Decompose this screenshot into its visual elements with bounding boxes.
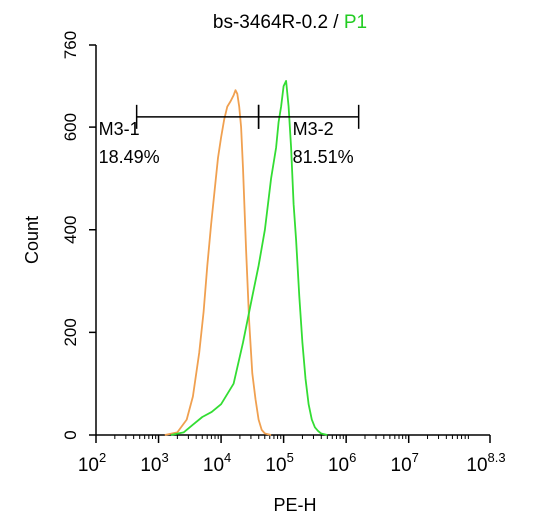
x-tick-exponent: 8.3 [488, 450, 506, 465]
y-tick-label: 600 [61, 113, 80, 141]
x-tick-base: 10 [78, 455, 99, 476]
x-tick-base: 10 [466, 455, 487, 476]
x-ticks: 102 103 104 105 106 107 108.3 [78, 435, 506, 476]
chart-title-gate: P1 [344, 12, 367, 33]
x-tick-label: 105 [265, 450, 293, 476]
y-tick-label: 0 [61, 430, 80, 439]
y-axis-label: Count [22, 216, 42, 264]
histogram-series-1 [164, 89, 272, 436]
x-tick-label: 108.3 [466, 450, 505, 476]
x-tick-base: 10 [328, 455, 349, 476]
chart-title-main: bs-3464R-0.2 [213, 12, 328, 33]
y-tick-label: 760 [61, 31, 80, 59]
marker-label: M3-2 [293, 119, 334, 139]
chart-title-separator: / [328, 12, 344, 33]
marker-label: M3-1 [99, 119, 140, 139]
x-tick-exponent: 3 [161, 450, 168, 465]
x-tick-label: 104 [203, 450, 231, 476]
x-tick-label: 106 [328, 450, 356, 476]
x-tick-exponent: 6 [349, 450, 356, 465]
x-tick-exponent: 7 [412, 450, 419, 465]
x-tick-base: 10 [391, 455, 412, 476]
marker-group: M3-1 18.49% M3-2 81.51% [99, 104, 360, 167]
x-tick-exponent: 4 [224, 450, 231, 465]
marker-percent: 18.49% [99, 147, 160, 167]
series-group [164, 80, 328, 436]
x-tick-exponent: 2 [99, 450, 106, 465]
y-tick-label: 200 [61, 318, 80, 346]
x-tick-label: 107 [391, 450, 419, 476]
x-tick-base: 10 [140, 455, 161, 476]
x-axis: PE-H 102 103 104 105 106 107 108.3 [78, 434, 506, 515]
y-ticks: 0 200 400 600 760 [61, 31, 96, 440]
x-tick-exponent: 5 [287, 450, 294, 465]
x-tick-base: 10 [265, 455, 286, 476]
x-tick-label: 102 [78, 450, 106, 476]
histogram-series-2 [170, 80, 328, 436]
x-tick-label: 103 [140, 450, 168, 476]
chart-title: bs-3464R-0.2 / P1 [213, 12, 367, 33]
x-tick-base: 10 [203, 455, 224, 476]
y-tick-label: 400 [61, 216, 80, 244]
marker-percent: 81.51% [293, 147, 354, 167]
y-axis: Count 0 200 400 600 760 [22, 31, 97, 440]
x-axis-label: PE-H [273, 495, 316, 515]
